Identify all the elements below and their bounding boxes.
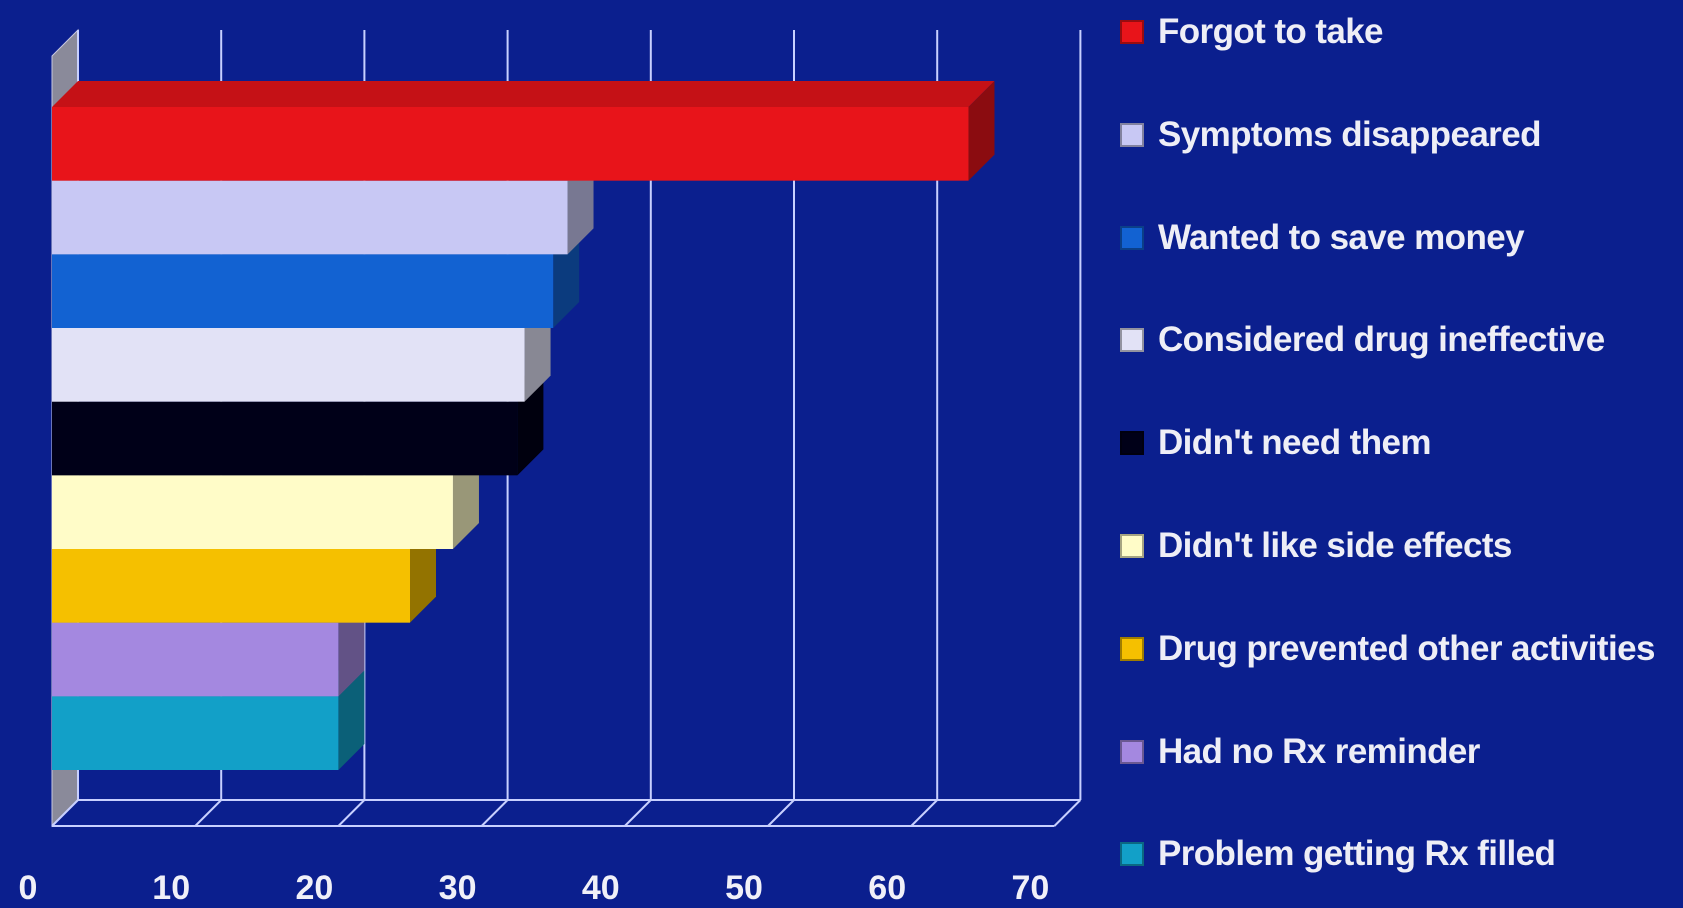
floor-line	[767, 799, 795, 827]
legend-label: Had no Rx reminder	[1158, 731, 1480, 771]
legend-label: Considered drug ineffective	[1158, 320, 1605, 360]
legend-item: Had no Rx reminder	[1120, 732, 1680, 772]
x-tick-label: 60	[868, 869, 906, 907]
legend-label: Drug prevented other activities	[1158, 628, 1655, 668]
legend-label: Symptoms disappeared	[1158, 114, 1541, 154]
legend-swatch	[1120, 431, 1144, 456]
legend-item: Considered drug ineffective	[1120, 320, 1680, 360]
bar	[52, 180, 568, 255]
legend-swatch	[1120, 328, 1144, 353]
legend-item: Forgot to take	[1120, 12, 1680, 52]
legend-label: Problem getting Rx filled	[1158, 834, 1556, 874]
x-tick-label: 10	[152, 869, 190, 907]
bar-top	[52, 81, 995, 107]
legend-item: Symptoms disappeared	[1120, 115, 1680, 155]
bar	[52, 401, 518, 476]
bar	[52, 549, 410, 623]
floor-line	[337, 799, 366, 827]
x-tick-label: 40	[582, 869, 620, 907]
legend-swatch	[1120, 842, 1144, 867]
x-tick-label: 70	[1011, 869, 1049, 907]
bar	[52, 622, 339, 697]
legend-swatch	[1120, 739, 1144, 764]
bar	[52, 254, 554, 328]
bar	[52, 475, 453, 549]
floor-line	[480, 799, 509, 827]
legend-label: Forgot to take	[1158, 12, 1384, 51]
legend-swatch	[1120, 534, 1144, 558]
bar-side	[338, 670, 365, 770]
bar	[52, 328, 525, 402]
legend-item: Drug prevented other activities	[1120, 629, 1680, 669]
legend-swatch	[1120, 636, 1144, 661]
legend-swatch	[1120, 225, 1144, 250]
floor-line	[1053, 799, 1082, 827]
legend-label: Wanted to save money	[1158, 217, 1525, 257]
x-tick-label: 50	[725, 869, 763, 907]
legend-swatch	[1120, 20, 1144, 44]
bar	[52, 107, 969, 181]
legend-label: Didn't need them	[1158, 423, 1432, 463]
x-tick-label: 30	[439, 869, 477, 907]
x-tick-label: 0	[19, 869, 38, 907]
floor-line	[910, 799, 938, 827]
x-tick-label: 20	[295, 869, 333, 907]
legend-item: Didn't need them	[1120, 423, 1680, 463]
legend-item: Didn't like side effects	[1120, 526, 1680, 566]
legend-item: Wanted to save money	[1120, 218, 1680, 258]
floor-line	[51, 799, 79, 827]
bar	[52, 696, 339, 770]
floor-line	[624, 799, 652, 827]
legend-item: Problem getting Rx filled	[1120, 834, 1680, 874]
floor-line	[194, 799, 222, 827]
legend-swatch	[1120, 122, 1144, 147]
legend-label: Didn't like side effects	[1158, 526, 1512, 565]
bar-side	[968, 81, 995, 181]
